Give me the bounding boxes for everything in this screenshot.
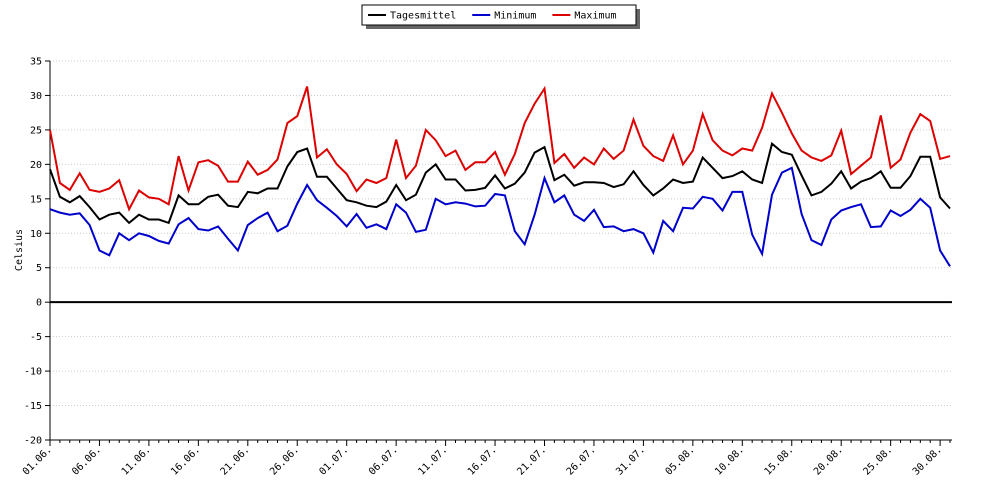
legend-label: Tagesmittel [390,11,456,22]
y-tick-label: 35 [30,57,42,68]
y-tick-label: 15 [30,194,42,205]
y-axis-label: Celsius [14,229,25,271]
y-tick-label: 20 [30,160,42,171]
y-tick-label: 0 [36,298,42,309]
line-series [49,141,951,225]
y-tick-label: -5 [30,332,42,343]
legend-label: Minimum [494,11,536,22]
y-tick-label: 10 [30,229,42,240]
y-tick-label: 30 [30,91,42,102]
y-tick-label: -20 [24,436,42,447]
line-series [49,166,951,267]
y-tick-label: 5 [36,263,42,274]
legend-box [361,4,637,26]
y-tick-label: -15 [24,401,42,412]
legend-label: Maximum [574,11,616,22]
y-tick-label: -10 [24,367,42,378]
line-series [49,85,951,212]
legend: Tagesmittel Minimum Maximum [361,4,640,29]
y-tick-label: 25 [30,125,42,136]
